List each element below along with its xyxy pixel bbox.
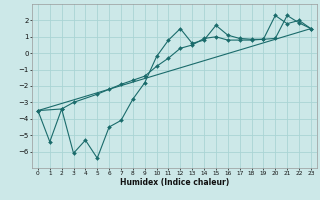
X-axis label: Humidex (Indice chaleur): Humidex (Indice chaleur) [120, 178, 229, 187]
